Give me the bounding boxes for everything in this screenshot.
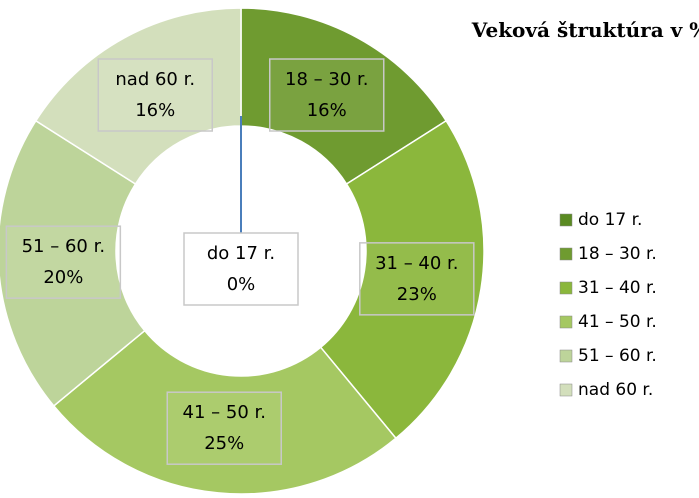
chart-title: Veková štruktúra v % <box>471 18 699 42</box>
donut-slice <box>52 329 397 495</box>
legend-label: do 17 r. <box>578 210 642 230</box>
legend-swatch <box>559 281 573 295</box>
legend-swatch <box>559 247 573 261</box>
data-label-category: 18 – 30 r. <box>285 69 368 90</box>
data-label-category: nad 60 r. <box>115 69 195 90</box>
data-label-category: 31 – 40 r. <box>375 253 458 274</box>
legend-label: 41 – 50 r. <box>578 312 657 332</box>
data-label-category: do 17 r. <box>207 243 275 264</box>
data-label-value: 20% <box>43 267 83 288</box>
legend-swatch <box>559 383 573 397</box>
data-label-value: 0% <box>227 274 256 295</box>
data-label-value: 16% <box>135 100 175 121</box>
legend-label: nad 60 r. <box>578 380 653 400</box>
data-label-value: 23% <box>397 284 437 305</box>
legend-swatch <box>559 349 573 363</box>
label-box <box>183 232 299 306</box>
legend-label: 18 – 30 r. <box>578 244 657 264</box>
data-label-category: 51 – 60 r. <box>22 236 105 257</box>
data-label-category: 41 – 50 r. <box>183 402 266 423</box>
label-box <box>269 58 385 132</box>
legend-swatch <box>559 315 573 329</box>
label-box <box>5 225 122 299</box>
donut-slice <box>34 7 242 186</box>
legend-swatch <box>559 213 573 227</box>
label-box <box>359 242 475 316</box>
data-label-value: 25% <box>204 433 244 454</box>
label-box <box>166 391 282 465</box>
label-box <box>97 58 213 132</box>
legend-label: 31 – 40 r. <box>578 278 657 298</box>
donut-slice <box>240 7 448 186</box>
legend-label: 51 – 60 r. <box>578 346 657 366</box>
data-label-value: 16% <box>307 100 347 121</box>
